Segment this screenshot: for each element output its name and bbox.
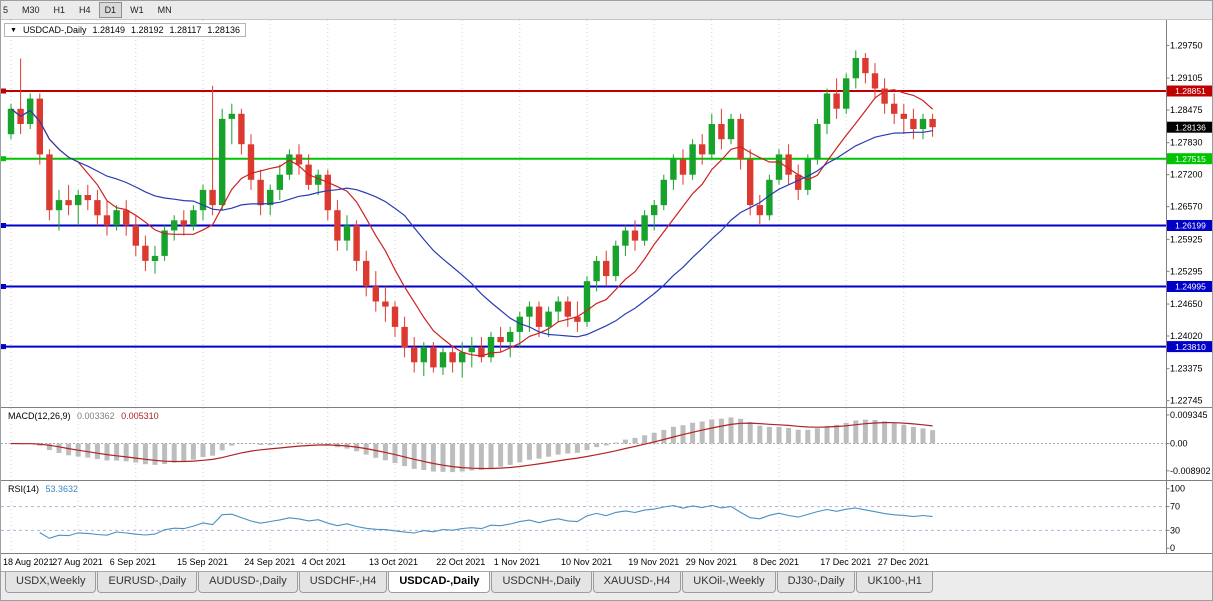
svg-text:1.26199: 1.26199 bbox=[1175, 221, 1206, 231]
timeframe-button-m5[interactable]: 5 bbox=[3, 5, 9, 15]
x-axis-label: 18 Aug 2021 bbox=[3, 557, 54, 567]
tab-xauusd-h4[interactable]: XAUUSD-,H4 bbox=[592, 572, 682, 593]
tab-eurusd-daily[interactable]: EURUSD-,Daily bbox=[97, 572, 198, 593]
tab-usdx-weekly[interactable]: USDX,Weekly bbox=[5, 572, 97, 593]
chart-symbol-label: USDCAD-,Daily bbox=[22, 25, 87, 35]
macd-indicator-canvas[interactable]: 0.009345 0.00 -0.008902 bbox=[1, 407, 1213, 480]
timeframe-button-m30[interactable]: M30 bbox=[22, 5, 40, 15]
quote-open: 1.28149 bbox=[92, 25, 125, 35]
date-axis: 18 Aug 2021 27 Aug 2021 6 Sep 2021 15 Sep 2… bbox=[1, 553, 1212, 571]
svg-text:1.28136: 1.28136 bbox=[1175, 122, 1206, 132]
tab-dj30-daily[interactable]: DJ30-,Daily bbox=[776, 572, 856, 593]
x-axis-label: 8 Dec 2021 bbox=[753, 557, 800, 567]
svg-text:1.29105: 1.29105 bbox=[1170, 73, 1203, 83]
timeframe-button-h1[interactable]: H1 bbox=[53, 5, 66, 15]
tab-usdcad-daily[interactable]: USDCAD-,Daily bbox=[388, 572, 491, 593]
svg-text:1.29750: 1.29750 bbox=[1170, 40, 1203, 50]
x-axis-label: 29 Nov 2021 bbox=[685, 557, 737, 567]
tab-uk100-h1[interactable]: UK100-,H1 bbox=[856, 572, 933, 593]
svg-text:0: 0 bbox=[1170, 543, 1175, 553]
svg-text:1.27200: 1.27200 bbox=[1170, 170, 1203, 180]
svg-text:1.28475: 1.28475 bbox=[1170, 105, 1203, 115]
svg-text:1.23810: 1.23810 bbox=[1175, 342, 1206, 352]
x-axis-label: 17 Dec 2021 bbox=[820, 557, 872, 567]
svg-text:1.24650: 1.24650 bbox=[1170, 299, 1203, 309]
svg-text:1.25925: 1.25925 bbox=[1170, 234, 1203, 244]
quote-close: 1.28136 bbox=[207, 25, 240, 35]
svg-text:1.25295: 1.25295 bbox=[1170, 266, 1203, 276]
svg-text:-0.008902: -0.008902 bbox=[1170, 466, 1211, 476]
timeframe-button-d1[interactable]: D1 bbox=[98, 2, 123, 18]
macd-label: MACD(12,26,9) bbox=[8, 411, 71, 421]
quote-high: 1.28192 bbox=[131, 25, 164, 35]
svg-text:100: 100 bbox=[1170, 484, 1185, 494]
svg-text:1.26570: 1.26570 bbox=[1170, 202, 1203, 212]
x-axis-label: 22 Oct 2021 bbox=[436, 557, 486, 567]
symbol-dropdown-icon[interactable]: ▼ bbox=[10, 26, 17, 34]
x-axis-label: 13 Oct 2021 bbox=[369, 557, 419, 567]
rsi-value: 53.3632 bbox=[45, 484, 79, 494]
svg-text:30: 30 bbox=[1170, 525, 1180, 535]
svg-text:1.27830: 1.27830 bbox=[1170, 138, 1203, 148]
main-chart-canvas[interactable]: 1.29750 1.29105 1.28475 1.27830 1.27200 1.265… bbox=[1, 20, 1213, 407]
svg-text:1.23375: 1.23375 bbox=[1170, 364, 1203, 374]
timeframe-toolbar: 5 M30 H1 H4 D1 W1 MN bbox=[1, 1, 1212, 20]
macd-title: MACD(12,26,9) 0.003362 0.005310 bbox=[5, 411, 162, 421]
svg-text:0.00: 0.00 bbox=[1170, 439, 1188, 449]
tab-audusd-daily[interactable]: AUDUSD-,Daily bbox=[198, 572, 298, 593]
svg-text:0.009345: 0.009345 bbox=[1170, 410, 1208, 420]
svg-text:1.24020: 1.24020 bbox=[1170, 331, 1203, 341]
rsi-title: RSI(14) 53.3632 bbox=[5, 484, 82, 494]
chart-tab-bar: USDX,Weekly EURUSD-,Daily AUDUSD-,Daily USD… bbox=[1, 571, 1212, 600]
timeframe-button-h4[interactable]: H4 bbox=[79, 5, 91, 15]
svg-text:1.27515: 1.27515 bbox=[1175, 154, 1206, 164]
macd-signal-value: 0.005310 bbox=[121, 411, 159, 421]
tab-usdcnh-daily[interactable]: USDCNH-,Daily bbox=[491, 572, 592, 593]
svg-text:1.22745: 1.22745 bbox=[1170, 396, 1203, 406]
timeframe-button-w1[interactable]: W1 bbox=[130, 5, 144, 15]
x-axis-label: 19 Nov 2021 bbox=[628, 557, 680, 567]
rsi-label: RSI(14) bbox=[8, 484, 40, 494]
svg-text:1.24995: 1.24995 bbox=[1175, 282, 1206, 292]
svg-text:1.28851: 1.28851 bbox=[1175, 86, 1206, 96]
x-axis-label: 27 Dec 2021 bbox=[877, 557, 929, 567]
x-axis-label: 6 Sep 2021 bbox=[109, 557, 156, 567]
chart-title: ▼ USDCAD-,Daily 1.28149 1.28192 1.28117 … bbox=[4, 23, 246, 37]
x-axis-label: 27 Aug 2021 bbox=[52, 557, 103, 567]
x-axis-label: 4 Oct 2021 bbox=[301, 557, 346, 567]
x-axis-label: 24 Sep 2021 bbox=[244, 557, 296, 567]
chart-area: 1.29750 1.29105 1.28475 1.27830 1.27200 1.265… bbox=[1, 20, 1213, 571]
rsi-indicator-canvas[interactable]: 100 70 30 0 bbox=[1, 480, 1213, 553]
x-axis-label: 10 Nov 2021 bbox=[561, 557, 613, 567]
macd-main-value: 0.003362 bbox=[77, 411, 115, 421]
tab-ukoil-weekly[interactable]: UKOil-,Weekly bbox=[682, 572, 776, 593]
timeframe-button-mn[interactable]: MN bbox=[157, 5, 172, 15]
tab-usdchf-h4[interactable]: USDCHF-,H4 bbox=[298, 572, 388, 593]
svg-text:70: 70 bbox=[1170, 502, 1180, 512]
x-axis-label: 15 Sep 2021 bbox=[177, 557, 229, 567]
x-axis-label: 1 Nov 2021 bbox=[493, 557, 540, 567]
quote-low: 1.28117 bbox=[169, 25, 202, 35]
